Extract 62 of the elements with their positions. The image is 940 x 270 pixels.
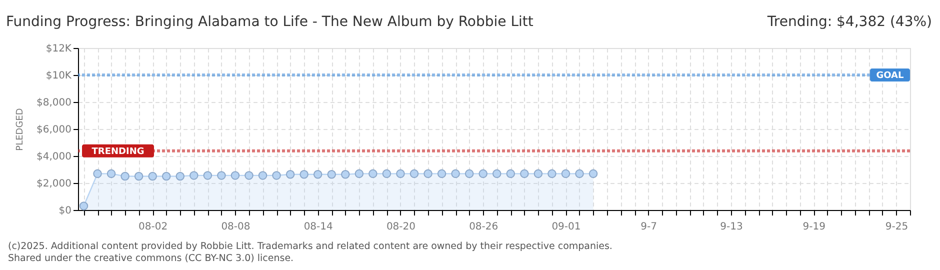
y-tick-label: $2,000	[36, 178, 72, 190]
point	[79, 202, 88, 210]
point	[368, 169, 378, 178]
point	[300, 170, 308, 179]
point	[190, 171, 198, 180]
y-tick-label: $6,000	[36, 124, 72, 136]
y-tick-label: $10K	[46, 70, 72, 82]
x-tick-label: 9-13	[720, 222, 743, 232]
point	[217, 171, 226, 180]
point	[148, 172, 157, 181]
point	[162, 172, 171, 181]
point	[327, 170, 336, 179]
point	[341, 170, 350, 179]
chart-title: Funding Progress: Bringing Alabama to Life - The New Album by Robbie Litt	[6, 14, 534, 30]
point	[575, 169, 584, 178]
point	[272, 171, 281, 180]
point	[258, 171, 268, 180]
point	[492, 169, 502, 178]
point	[203, 171, 212, 180]
point	[354, 169, 364, 178]
point	[313, 170, 322, 179]
y-tick-label: $8,000	[36, 98, 72, 108]
x-tick-label: 08-08	[221, 222, 250, 232]
point	[534, 169, 543, 178]
point	[451, 169, 460, 178]
point	[588, 169, 598, 178]
x-tick-label: 08-02	[138, 222, 168, 232]
point	[410, 169, 419, 178]
point	[561, 169, 570, 178]
point	[520, 169, 529, 178]
point	[437, 169, 446, 178]
ref-line-label: TRENDING	[92, 146, 144, 157]
point	[134, 172, 144, 181]
y-tick-label: $0	[58, 206, 72, 216]
x-tick-label: 9-25	[885, 222, 908, 232]
point	[506, 169, 516, 178]
point	[230, 171, 240, 180]
ref-line-label: GOAL	[876, 71, 904, 81]
x-tick-label: 08-26	[469, 222, 498, 232]
point	[176, 172, 185, 181]
text: Trending: $4,382 (43%)	[766, 14, 932, 30]
y-tick-label: $12K	[46, 44, 72, 54]
point	[548, 169, 556, 178]
text: Shared under the creative commons (CC BY-NC 3.0) license.	[8, 253, 294, 264]
point	[382, 169, 392, 178]
point	[424, 169, 432, 178]
x-tick-label: 09-01	[552, 222, 581, 232]
text: (c)2025. Additional content provided by Robbie Litt. Trademarks and related content are owned by their respective companies.	[8, 241, 612, 252]
point	[396, 169, 405, 178]
point	[478, 169, 488, 178]
point	[106, 169, 116, 178]
point	[464, 169, 474, 178]
y-axis-title: PLEDGED	[16, 108, 26, 151]
x-tick-label: 9-7	[640, 222, 658, 232]
y-tick-label: $4,000	[36, 152, 72, 162]
point	[286, 170, 295, 179]
x-tick-label: 08-20	[386, 222, 416, 232]
x-tick-label: 08-14	[304, 222, 333, 232]
point	[244, 171, 254, 180]
x-tick-label: 9-19	[802, 222, 826, 232]
point	[93, 169, 102, 178]
point	[120, 172, 130, 181]
